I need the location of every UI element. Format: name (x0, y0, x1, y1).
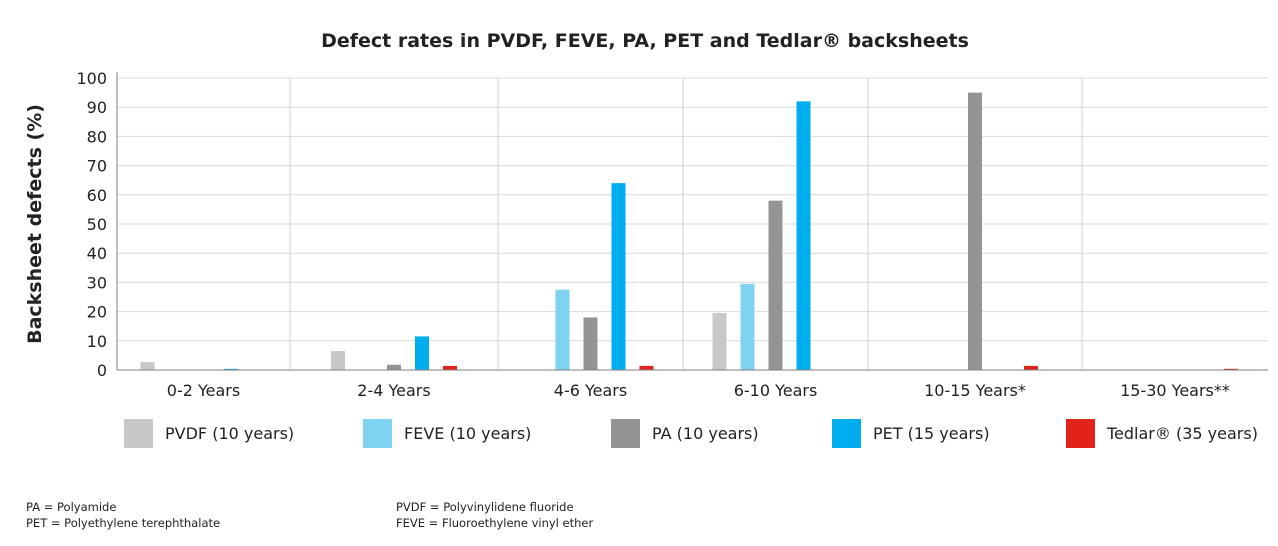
legend-swatch (832, 419, 861, 448)
legend-swatch (124, 419, 153, 448)
bar (1224, 368, 1238, 370)
chart-title: Defect rates in PVDF, FEVE, PA, PET and … (321, 30, 969, 52)
y-tick-label: 90 (87, 98, 107, 117)
footnote: PA = Polyamide (26, 500, 116, 514)
x-tick-label: 0-2 Years (167, 381, 240, 400)
x-tick-label: 6-10 Years (734, 381, 818, 400)
x-tick-label: 4-6 Years (554, 381, 627, 400)
bar (387, 364, 401, 370)
x-tick-label: 2-4 Years (357, 381, 430, 400)
bar (712, 313, 727, 370)
bar (583, 317, 598, 370)
y-tick-label: 0 (97, 361, 107, 380)
bar (224, 368, 239, 370)
axes: 0 10 20 30 40 50 60 70 80 90 100 0-2 Years 2-4 Years… (76, 69, 1268, 400)
bar (611, 183, 626, 370)
y-tick-label: 60 (87, 186, 107, 205)
y-tick-label: 40 (87, 244, 107, 263)
grid (117, 77, 1268, 371)
bars (140, 92, 1238, 371)
bar (639, 365, 654, 370)
legend-swatch (1066, 419, 1095, 448)
legend-swatch (611, 419, 640, 448)
bar (1024, 365, 1038, 370)
bar (796, 101, 811, 371)
footnotes: PA = Polyamide PET = Polyethylene terepht… (26, 500, 593, 530)
bar (415, 336, 429, 370)
y-tick-label: 70 (87, 157, 107, 176)
y-tick-label: 30 (87, 273, 107, 292)
bar (443, 365, 457, 370)
footnote: PVDF = Polyvinylidene fluoride (396, 500, 574, 514)
legend: PVDF (10 years) FEVE (10 years) PA (10 yea… (124, 419, 1258, 448)
x-tick-label: 15-30 Years** (1120, 381, 1230, 400)
legend-swatch (363, 419, 392, 448)
y-tick-label: 50 (87, 215, 107, 234)
bar (740, 283, 755, 370)
legend-label: FEVE (10 years) (404, 424, 531, 443)
legend-label: Tedlar® (35 years) (1106, 424, 1258, 443)
bar (140, 362, 155, 370)
x-tick-label: 10-15 Years* (924, 381, 1026, 400)
y-tick-label: 100 (76, 69, 107, 88)
legend-label: PVDF (10 years) (165, 424, 294, 443)
bar (968, 92, 982, 370)
legend-label: PA (10 years) (652, 424, 759, 443)
footnote: PET = Polyethylene terephthalate (26, 516, 220, 530)
y-axis-label: Backsheet defects (%) (24, 104, 46, 344)
bar (555, 289, 570, 370)
bar (768, 200, 783, 370)
y-tick-label: 10 (87, 332, 107, 351)
footnote: FEVE = Fluoroethylene vinyl ether (396, 516, 593, 530)
legend-label: PET (15 years) (873, 424, 990, 443)
y-tick-label: 20 (87, 303, 107, 322)
bar (331, 351, 345, 370)
y-tick-label: 80 (87, 127, 107, 146)
